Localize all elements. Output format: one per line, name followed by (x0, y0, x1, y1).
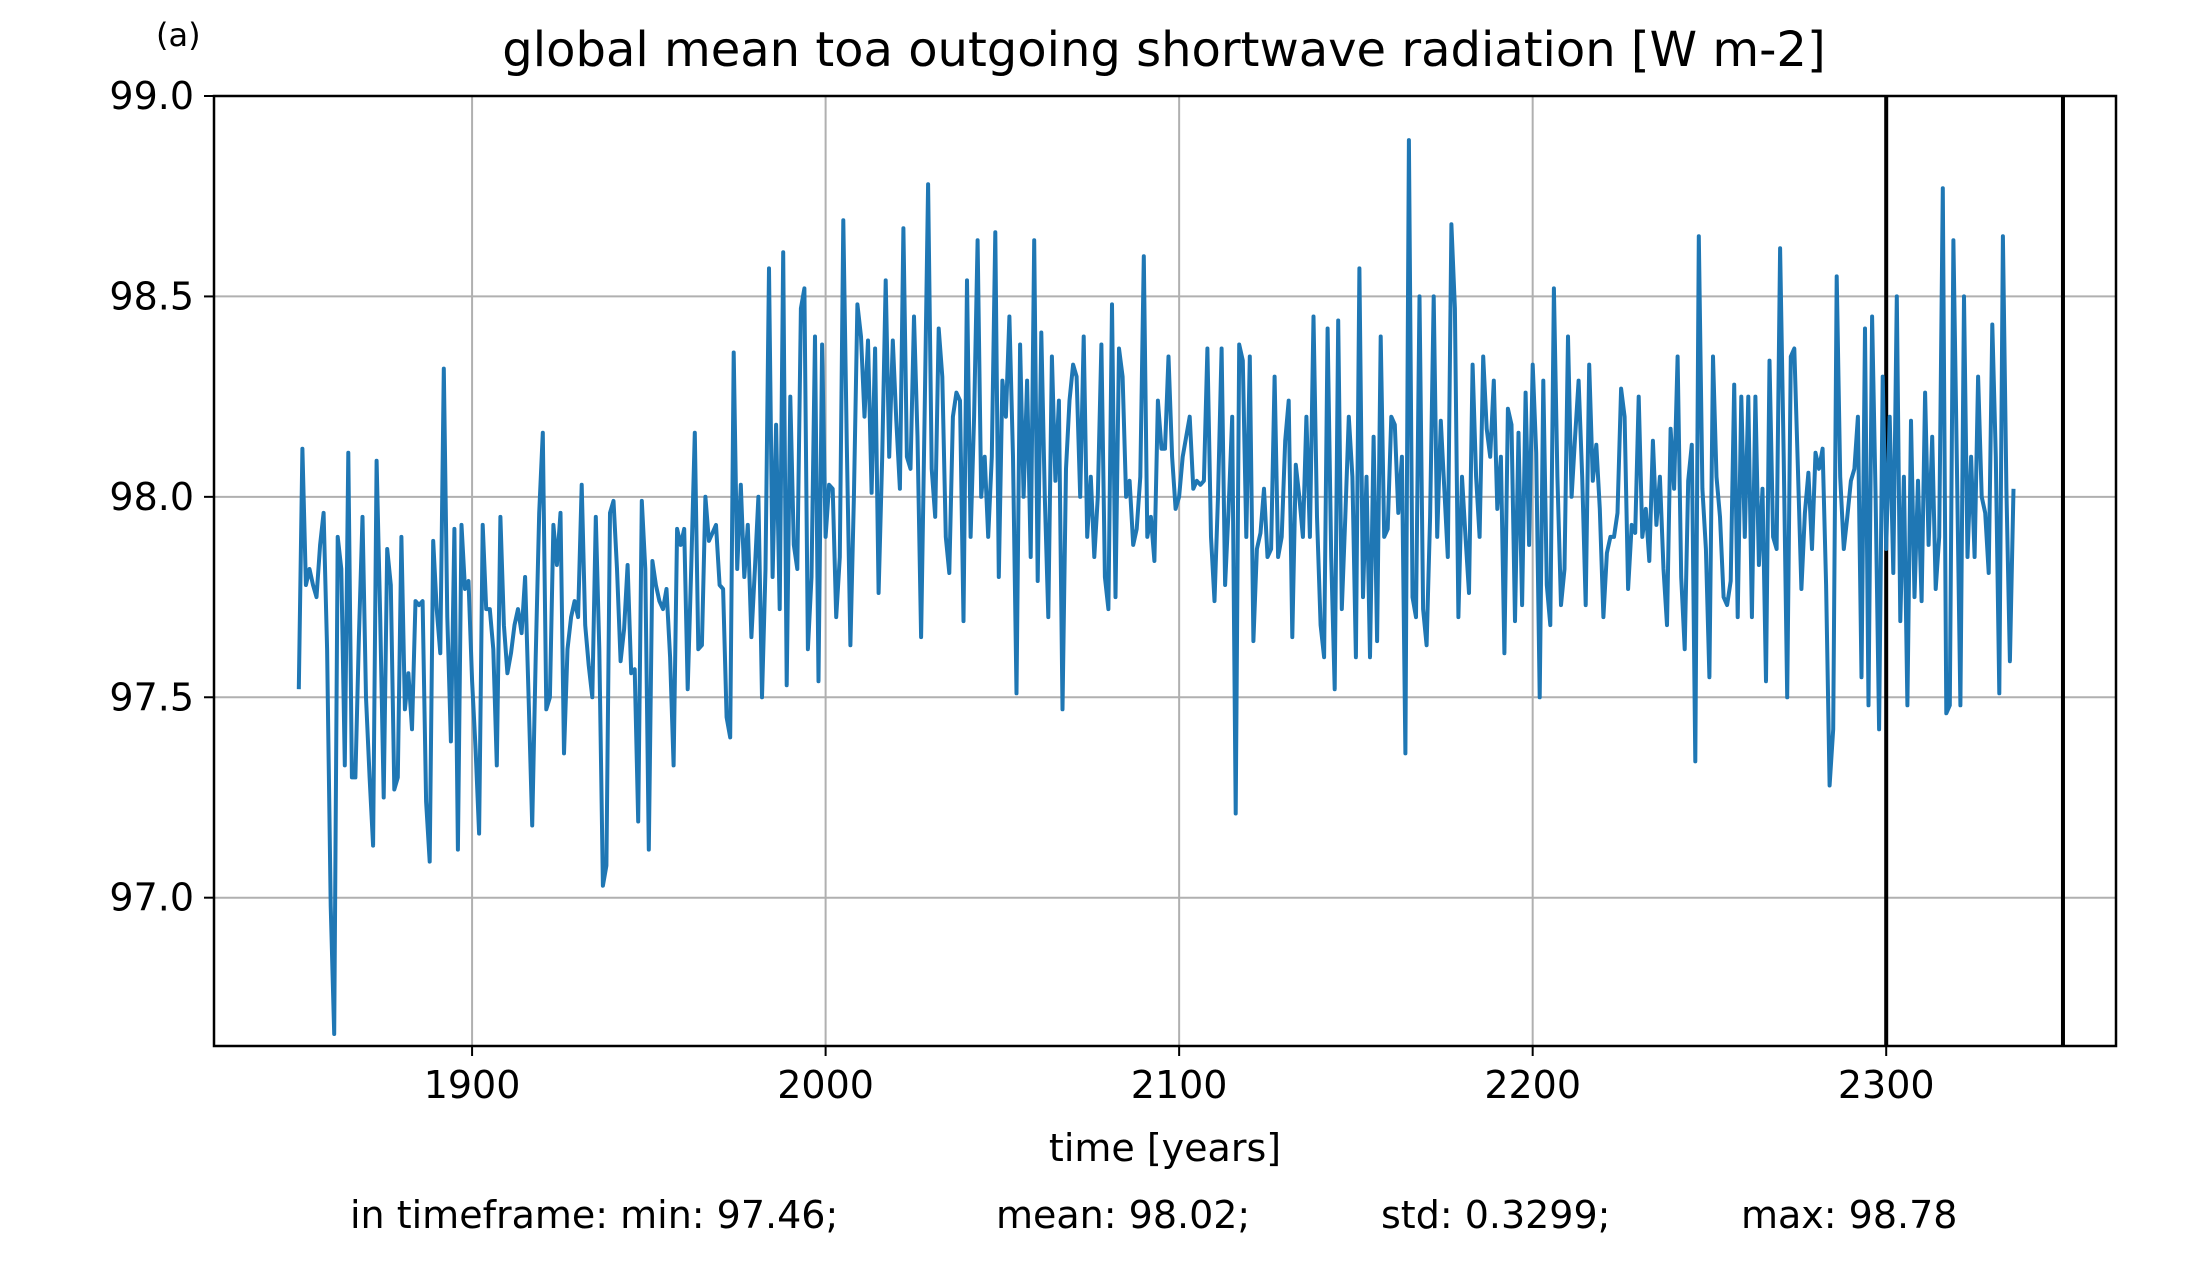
plot-frame (212, 94, 2118, 1048)
y-tick-label: 97.5 (109, 675, 194, 719)
y-tick-label: 99.0 (109, 74, 194, 118)
data-series (296, 138, 2016, 1036)
y-tick-label: 97.0 (109, 876, 194, 920)
stat-mean: mean: 98.02; (996, 1193, 1251, 1237)
panel-label: (a) (156, 16, 201, 54)
x-tick-label: 2200 (1484, 1063, 1581, 1107)
series-line (296, 138, 2016, 1036)
x-tick-label: 2300 (1838, 1063, 1935, 1107)
reference-lines (1884, 96, 2065, 1046)
y-tick-label: 98.0 (109, 475, 194, 519)
x-axis-label: time [years] (1049, 1126, 1281, 1170)
stat-std: std: 0.3299; (1381, 1193, 1611, 1237)
chart-title: global mean toa outgoing shortwave radia… (502, 22, 1825, 78)
x-tick-label: 2000 (777, 1063, 874, 1107)
stat-max: max: 98.78 (1741, 1193, 1958, 1237)
x-tick-label: 1900 (424, 1063, 521, 1107)
y-tick-label: 98.5 (109, 274, 194, 318)
x-tick-label: 2100 (1131, 1063, 1228, 1107)
axis-ticks: 1900 2000 2100 2200 2300 97.0 97.5 98.0 98.5 99.0 (109, 74, 1934, 1107)
stat-min: in timeframe: min: 97.46; (350, 1193, 839, 1237)
